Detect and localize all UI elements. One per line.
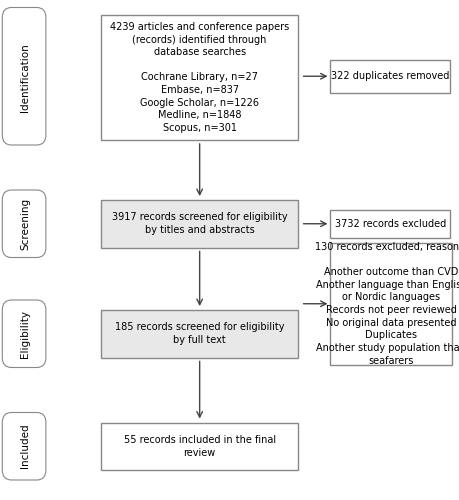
FancyBboxPatch shape	[101, 310, 298, 358]
Text: Scopus, n=301: Scopus, n=301	[162, 123, 237, 133]
Text: 322 duplicates removed: 322 duplicates removed	[331, 72, 449, 82]
Text: Screening: Screening	[20, 198, 30, 250]
FancyBboxPatch shape	[101, 15, 298, 140]
Text: Embase, n=837: Embase, n=837	[161, 85, 239, 95]
FancyBboxPatch shape	[330, 210, 450, 238]
Text: 130 records excluded, reasons:: 130 records excluded, reasons:	[315, 242, 459, 252]
Text: Duplicates: Duplicates	[365, 330, 417, 340]
Text: 55 records included in the final: 55 records included in the final	[123, 435, 276, 445]
Text: 4239 articles and conference papers: 4239 articles and conference papers	[110, 22, 289, 32]
Text: by titles and abstracts: by titles and abstracts	[145, 225, 255, 235]
FancyBboxPatch shape	[101, 200, 298, 248]
Text: Google Scholar, n=1226: Google Scholar, n=1226	[140, 98, 259, 108]
Text: Records not peer reviewed: Records not peer reviewed	[326, 305, 457, 315]
Text: 3732 records excluded: 3732 records excluded	[335, 219, 446, 229]
Text: database searches: database searches	[154, 47, 246, 57]
Text: seafarers: seafarers	[369, 356, 414, 366]
Text: Included: Included	[20, 424, 30, 469]
Text: review: review	[184, 448, 216, 458]
Text: Identification: Identification	[20, 43, 30, 112]
Text: Another study population than: Another study population than	[316, 343, 459, 353]
FancyBboxPatch shape	[2, 412, 46, 480]
Text: (records) identified through: (records) identified through	[133, 34, 267, 44]
Text: 3917 records screened for eligibility: 3917 records screened for eligibility	[112, 212, 287, 222]
Text: Another language than English: Another language than English	[315, 280, 459, 290]
Text: Medline, n=1848: Medline, n=1848	[158, 110, 241, 120]
FancyBboxPatch shape	[101, 422, 298, 470]
FancyBboxPatch shape	[330, 242, 452, 365]
Text: No original data presented: No original data presented	[326, 318, 457, 328]
Text: or Nordic languages: or Nordic languages	[342, 292, 440, 302]
FancyBboxPatch shape	[2, 8, 46, 145]
FancyBboxPatch shape	[2, 300, 46, 368]
Text: Eligibility: Eligibility	[20, 310, 30, 358]
Text: Cochrane Library, n=27: Cochrane Library, n=27	[141, 72, 258, 83]
Text: 185 records screened for eligibility: 185 records screened for eligibility	[115, 322, 285, 332]
Text: Another outcome than CVD: Another outcome than CVD	[324, 267, 459, 277]
FancyBboxPatch shape	[2, 190, 46, 258]
Text: by full text: by full text	[174, 335, 226, 345]
FancyBboxPatch shape	[330, 60, 450, 92]
